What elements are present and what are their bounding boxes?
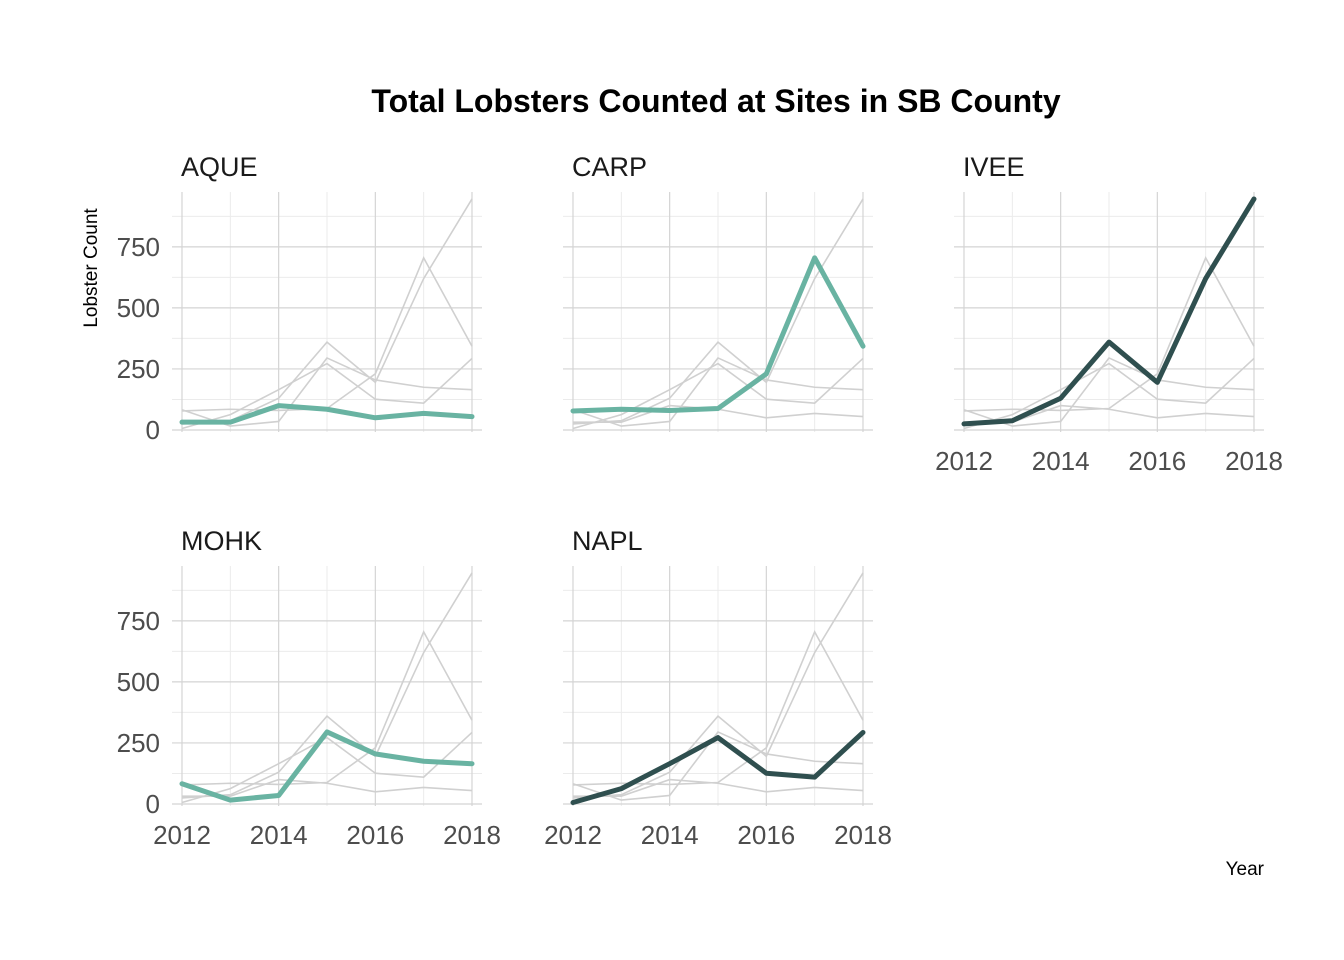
x-tick-label: 2016 [346, 820, 404, 850]
series-line-mohk [179, 729, 475, 803]
background-series-line [181, 572, 473, 799]
background-series-line [181, 731, 473, 804]
y-tick-label: 250 [117, 728, 160, 758]
x-tick-label: 2014 [1032, 446, 1090, 476]
facet-strip-label: MOHK [181, 526, 262, 556]
x-tick-label: 2018 [443, 820, 501, 850]
facet-strip-label: NAPL [572, 526, 643, 556]
y-axis-label: Lobster Count [81, 208, 102, 328]
x-tick-label: 2014 [250, 820, 308, 850]
background-series-line [572, 572, 864, 799]
y-tick-label: 0 [146, 415, 160, 445]
background-series-line [963, 357, 1255, 430]
y-tick-label: 500 [117, 667, 160, 697]
x-axis-label: Year [1226, 859, 1265, 880]
facet-strip-label: IVEE [963, 152, 1025, 182]
x-tick-label: 2018 [1225, 446, 1283, 476]
x-tick-label: 2012 [544, 820, 602, 850]
series-line-aque [179, 403, 475, 425]
y-tick-label: 750 [117, 606, 160, 636]
facet-panel-aque: AQUE 0 250 500 750 [117, 152, 482, 445]
background-series-line [572, 357, 864, 430]
chart-title: Total Lobsters Counted at Sites in SB Co… [371, 83, 1060, 119]
y-tick-label: 0 [146, 789, 160, 819]
x-tick-label: 2018 [834, 820, 892, 850]
background-series-line [572, 730, 864, 801]
x-tick-label: 2016 [737, 820, 795, 850]
facet-panel-napl: NAPL 2012 2014 2016 2018 [544, 526, 892, 850]
background-series-line [572, 629, 864, 786]
series-line-ivee [961, 196, 1257, 427]
series-line-carp [570, 255, 866, 414]
background-series-line [963, 255, 1255, 412]
x-tick-label: 2016 [1128, 446, 1186, 476]
background-series-line [572, 356, 864, 427]
facet-panel-carp: CARP [563, 152, 873, 432]
x-tick-label: 2012 [153, 820, 211, 850]
x-tick-label: 2012 [935, 446, 993, 476]
facet-strip-label: AQUE [181, 152, 258, 182]
y-tick-label: 250 [117, 354, 160, 384]
background-series-line [181, 629, 473, 786]
background-series-line [181, 356, 473, 427]
background-series-line [963, 356, 1255, 427]
x-tick-label: 2014 [641, 820, 699, 850]
facet-panel-mohk: MOHK 0 250 500 750 2012 2014 2016 2018 [117, 526, 501, 850]
facet-panel-ivee: IVEE 2012 2014 2016 2018 [935, 152, 1283, 476]
y-tick-label: 750 [117, 232, 160, 262]
y-tick-label: 500 [117, 293, 160, 323]
series-line-napl [570, 729, 866, 806]
background-series-line [572, 198, 864, 425]
facet-strip-label: CARP [572, 152, 647, 182]
background-series-line [181, 357, 473, 430]
